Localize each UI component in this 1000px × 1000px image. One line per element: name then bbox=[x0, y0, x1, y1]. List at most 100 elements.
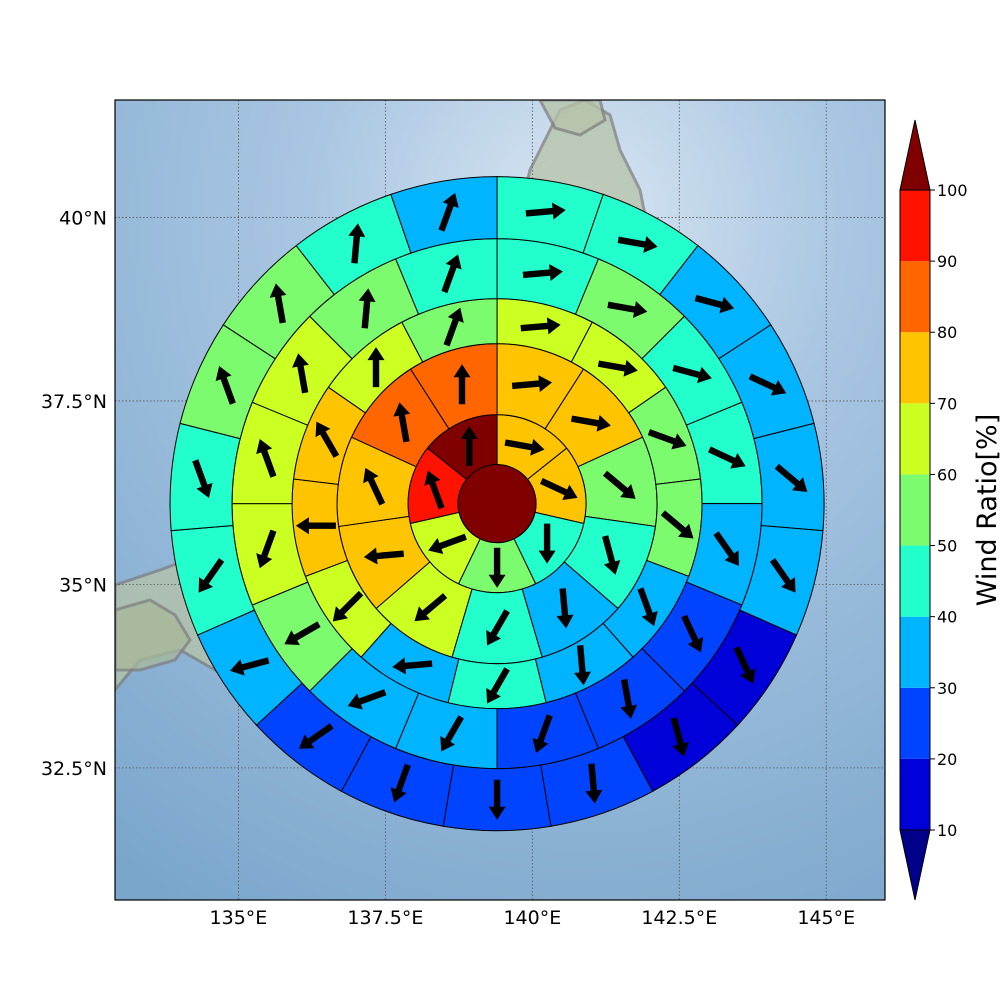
y-tick-label: 37.5°N bbox=[41, 391, 107, 413]
colorbar-tick-label: 80 bbox=[937, 323, 957, 342]
colorbar-tick-label: 30 bbox=[937, 679, 957, 698]
wind-arrow bbox=[348, 223, 366, 264]
x-tick-label: 140°E bbox=[503, 907, 561, 929]
wind-arrow bbox=[486, 667, 510, 704]
wind-arrow bbox=[774, 463, 808, 493]
wind-arrow bbox=[414, 593, 448, 622]
colorbar-tick-label: 70 bbox=[937, 394, 957, 413]
colorbar-tick-label: 50 bbox=[937, 537, 957, 556]
wind-arrow bbox=[660, 510, 694, 539]
colorbar-bin bbox=[900, 616, 930, 688]
wind-arrow bbox=[574, 645, 591, 686]
wind-arrow bbox=[540, 478, 578, 501]
wind-arrow bbox=[504, 438, 545, 456]
wind-arrow bbox=[443, 307, 464, 347]
wind-arrow bbox=[332, 590, 364, 622]
wind-arrow bbox=[488, 779, 506, 820]
wind-arrow bbox=[602, 470, 636, 499]
wind-arrow bbox=[229, 657, 270, 676]
x-tick-label: 142.5°E bbox=[641, 907, 717, 929]
colorbar-bin bbox=[900, 687, 930, 759]
wind-arrow bbox=[460, 426, 478, 466]
wind-arrow bbox=[488, 547, 506, 588]
wind-arrow bbox=[617, 236, 658, 253]
wind-arrow bbox=[525, 202, 566, 220]
x-tick-label: 135°E bbox=[210, 907, 268, 929]
wind-arrow bbox=[284, 621, 321, 646]
wind-arrow bbox=[392, 657, 433, 675]
wind-ratio-rings bbox=[169, 176, 825, 832]
wind-arrow bbox=[511, 375, 553, 393]
wind-arrow bbox=[681, 614, 704, 653]
wind-arrow bbox=[256, 529, 277, 569]
wind-arrow bbox=[440, 715, 464, 752]
center-cell bbox=[457, 464, 537, 544]
y-tick-label: 40°N bbox=[59, 207, 107, 229]
land-north-tip bbox=[538, 100, 607, 137]
wind-arrow bbox=[585, 763, 603, 804]
wind-arrow bbox=[538, 523, 556, 564]
wind-arrow bbox=[748, 373, 787, 396]
wind-arrow bbox=[647, 429, 687, 450]
wind-arrow bbox=[597, 359, 638, 377]
map-border bbox=[114, 99, 886, 901]
wind-arrow bbox=[363, 467, 386, 506]
wind-arrow bbox=[358, 288, 376, 329]
wind-arrow bbox=[607, 301, 648, 318]
wind-arrow bbox=[708, 446, 746, 469]
wind-arrow bbox=[390, 763, 411, 803]
wind-arrow bbox=[347, 689, 387, 710]
colorbar-tick-label: 20 bbox=[937, 750, 957, 769]
colorbar-bin bbox=[900, 545, 930, 617]
colorbar-tick-label: 100 bbox=[937, 181, 968, 200]
wind-arrow bbox=[198, 558, 225, 593]
y-tick-label: 32.5°N bbox=[41, 758, 107, 780]
y-axis-ticks: 32.5°N 35°N 37.5°N 40°N bbox=[41, 207, 107, 779]
wind-arrow bbox=[670, 717, 689, 757]
wind-arrow bbox=[315, 421, 340, 458]
colorbar-tick-label: 60 bbox=[937, 465, 957, 484]
wind-arrow bbox=[733, 646, 756, 684]
wind-arrow bbox=[694, 294, 735, 314]
y-tick-label: 35°N bbox=[59, 574, 107, 596]
wind-arrow bbox=[522, 264, 563, 282]
wind-arrow bbox=[192, 459, 213, 498]
wind-arrow bbox=[520, 317, 561, 335]
map-area bbox=[114, 99, 886, 901]
wind-arrow bbox=[256, 439, 277, 478]
colorbar-over-extend bbox=[899, 119, 931, 191]
colorbar-bin bbox=[900, 403, 930, 475]
colorbar-under-extend bbox=[899, 829, 931, 901]
colorbar-tick-label: 90 bbox=[937, 252, 957, 271]
colorbar-tick-label: 10 bbox=[937, 821, 957, 840]
wind-arrow bbox=[292, 353, 309, 394]
x-axis-ticks: 135°E 137.5°E 140°E 142.5°E 145°E bbox=[210, 907, 856, 929]
wind-arrow bbox=[637, 587, 658, 627]
colorbar-label: Wind Ratio[%] bbox=[972, 414, 1000, 606]
wind-arrow bbox=[672, 364, 712, 384]
colorbar-bin bbox=[900, 261, 930, 333]
wind-arrow bbox=[620, 678, 638, 719]
colorbar-tick-label: 40 bbox=[937, 608, 957, 627]
wind-arrow bbox=[298, 723, 334, 749]
colorbar-bin bbox=[900, 758, 930, 830]
wind-arrow bbox=[428, 533, 467, 554]
wind-arrow bbox=[269, 283, 287, 324]
wind-arrow bbox=[367, 347, 385, 388]
colorbar-bin bbox=[900, 190, 930, 262]
wind-arrow bbox=[556, 588, 574, 629]
wind-arrow bbox=[363, 547, 405, 565]
wind-arrow bbox=[215, 366, 236, 405]
wind-arrow bbox=[393, 402, 411, 443]
wind-arrow bbox=[453, 364, 471, 405]
wind-arrows bbox=[192, 192, 808, 820]
colorbar-outline bbox=[899, 189, 931, 831]
wind-arrow bbox=[532, 714, 553, 753]
wind-arrow bbox=[438, 192, 459, 232]
wind-arrow bbox=[424, 470, 445, 510]
wind-arrow bbox=[602, 535, 621, 575]
wind-arrow bbox=[769, 558, 796, 593]
x-tick-label: 137.5°E bbox=[347, 907, 423, 929]
wind-arrow bbox=[486, 609, 510, 646]
